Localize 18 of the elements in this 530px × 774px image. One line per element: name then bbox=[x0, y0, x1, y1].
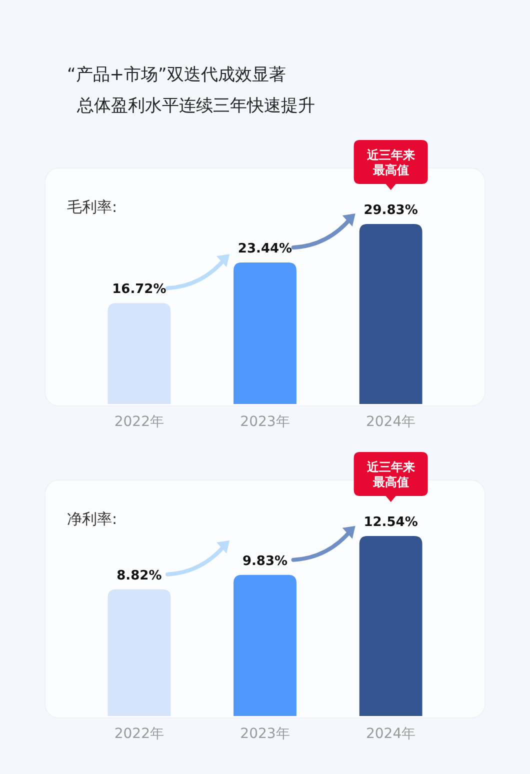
chart-title: “产品+市场”双迭代成效显著 bbox=[67, 65, 286, 85]
x-tick-label: 2023年 bbox=[240, 726, 290, 742]
x-tick-label: 2022年 bbox=[114, 414, 164, 430]
x-tick-label: 2023年 bbox=[240, 414, 290, 430]
x-tick-label: 2022年 bbox=[114, 726, 164, 742]
y-axis-title: 毛利率: bbox=[67, 198, 118, 216]
data-label: 9.83% bbox=[242, 554, 288, 569]
data-label: 29.83% bbox=[364, 203, 418, 218]
data-label: 12.54% bbox=[364, 515, 418, 530]
x-tick-label: 2024年 bbox=[366, 726, 416, 742]
data-label: 23.44% bbox=[238, 242, 292, 257]
text: 近三年来最高值 bbox=[366, 148, 415, 177]
x-tick-label: 2024年 bbox=[366, 414, 416, 430]
data-label: 8.82% bbox=[116, 568, 162, 584]
chart-subtitle: 总体盈利水平连续三年快速提升 bbox=[76, 96, 315, 116]
data-label: 16.72% bbox=[112, 282, 166, 298]
y-axis-title: 净利率: bbox=[67, 510, 118, 528]
text: 近三年来最高值 bbox=[366, 460, 415, 489]
